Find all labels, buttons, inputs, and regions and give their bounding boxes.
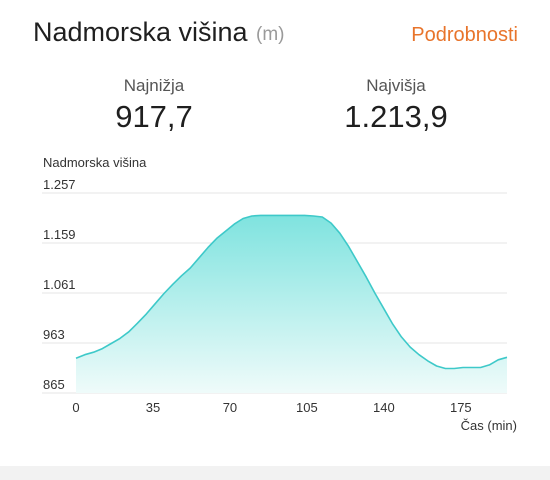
x-tick-label: 0 bbox=[72, 400, 79, 415]
y-axis-title: Nadmorska višina bbox=[43, 155, 147, 170]
x-tick-label: 140 bbox=[373, 400, 395, 415]
y-tick-label: 1.257 bbox=[43, 177, 76, 192]
elevation-line bbox=[75, 214, 508, 370]
page-title: Nadmorska višina bbox=[33, 17, 248, 47]
y-tick-label: 963 bbox=[43, 327, 65, 342]
elevation-chart[interactable]: Nadmorska višina 1.257 1.159 1.061 963 865 0… bbox=[0, 0, 550, 466]
y-tick-label: 865 bbox=[43, 377, 65, 392]
max-elevation-stat: Najvišja 1.213,9 bbox=[296, 76, 496, 135]
x-tick-label: 105 bbox=[296, 400, 318, 415]
min-elevation-label: Najnižja bbox=[123, 76, 185, 95]
max-elevation-value: 1.213,9 bbox=[344, 99, 448, 134]
max-elevation-label: Najvišja bbox=[366, 76, 426, 95]
min-elevation-value: 917,7 bbox=[115, 99, 193, 134]
y-tick-label: 1.159 bbox=[43, 227, 76, 242]
x-tick-label: 175 bbox=[450, 400, 472, 415]
details-link[interactable]: Podrobnosti bbox=[411, 24, 518, 46]
x-axis-title: Čas (min) bbox=[461, 418, 517, 433]
min-elevation-stat: Najnižja 917,7 bbox=[54, 76, 254, 135]
header: Nadmorska višina (m) Podrobnosti bbox=[0, 0, 550, 70]
elevation-area bbox=[76, 215, 507, 393]
y-tick-label: 1.061 bbox=[43, 277, 76, 292]
unit-label: (m) bbox=[256, 24, 285, 45]
x-tick-label: 35 bbox=[146, 400, 160, 415]
x-tick-label: 70 bbox=[223, 400, 237, 415]
bottom-bar bbox=[0, 466, 550, 480]
